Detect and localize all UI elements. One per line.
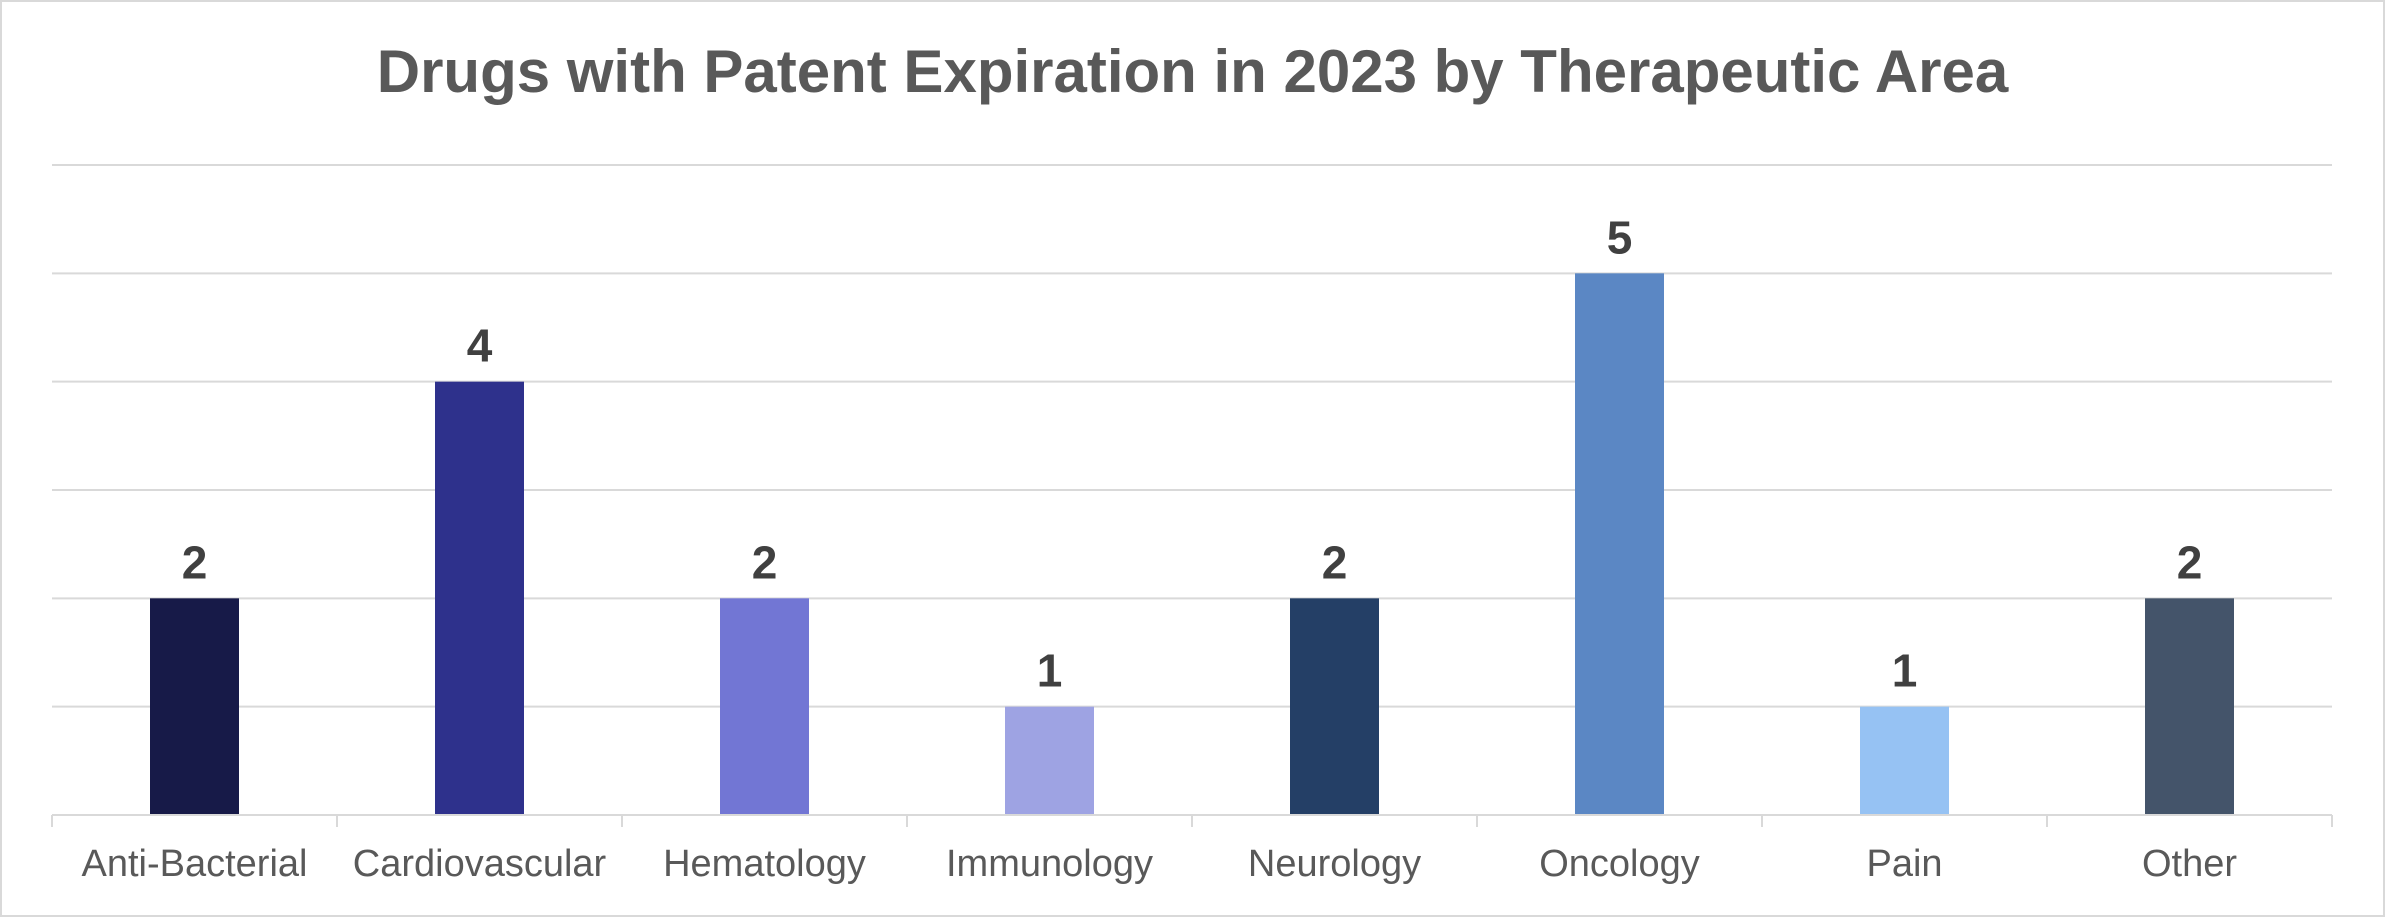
bar-hematology [720,598,809,815]
bar-neurology [1290,598,1379,815]
data-label: 2 [182,536,208,588]
chart-title: Drugs with Patent Expiration in 2023 by … [376,38,2009,105]
bar-cardiovascular [435,381,524,815]
category-label: Hematology [663,843,866,885]
bar-other [2145,598,2234,815]
data-label: 5 [1607,211,1633,263]
category-label: Immunology [946,843,1153,885]
data-label: 2 [1322,536,1348,588]
bar-anti-bacterial [150,598,239,815]
bars [150,273,2234,815]
category-label: Neurology [1248,843,1421,885]
category-label: Other [2142,843,2237,885]
category-labels: Anti-Bacterial Cardiovascular Hematology Im… [82,843,2238,885]
data-label: 2 [752,536,778,588]
category-label: Oncology [1539,843,1700,885]
x-axis [51,814,2333,827]
bar-immunology [1005,706,1094,815]
data-label: 1 [1892,645,1918,697]
data-label: 4 [467,320,493,372]
data-labels: 2 4 2 1 2 5 1 2 [182,211,2203,696]
category-label: Cardiovascular [353,843,607,885]
data-label: 2 [2177,536,2203,588]
data-label: 1 [1037,645,1063,697]
category-label: Anti-Bacterial [82,843,308,885]
bar-oncology [1575,273,1664,815]
bar-pain [1860,706,1949,815]
gridlines [52,164,2332,708]
category-label: Pain [1866,843,1942,885]
